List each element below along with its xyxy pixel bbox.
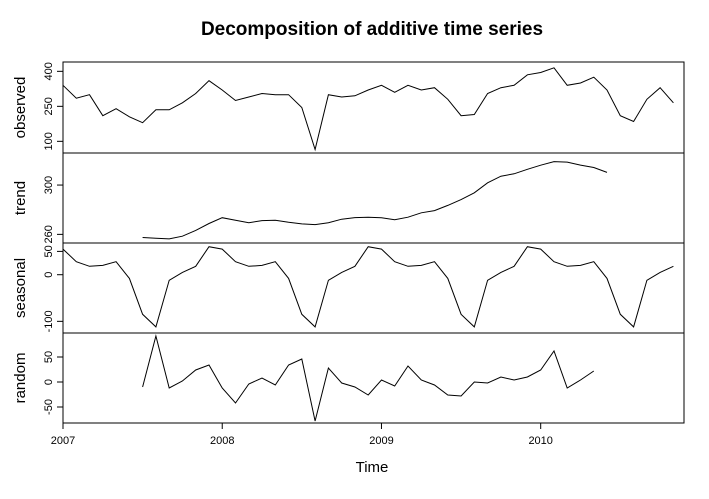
x-axis: 2007 2008 2009 2010 [51,423,553,447]
series-line-seasonal [62,246,674,328]
y-tick-label: -50 [43,399,55,415]
y-tick-label: 50 [43,351,55,363]
panel-frame [62,61,685,154]
panel-label-trend: trend [12,181,29,215]
x-tick-label: 2008 [210,435,234,447]
y-tick-label: 0 [43,379,55,385]
x-axis-label: Time [356,459,389,476]
x-tick-label: 2009 [369,435,393,447]
y-tick-label: 50 [43,245,55,257]
panel-frame [62,332,685,424]
panel-seasonal: -100 0 50 seasonal [12,242,685,334]
y-tick-label: 300 [43,176,55,194]
chart-title: Decomposition of additive time series [201,19,543,40]
series-line-trend [142,161,608,240]
y-tick-label: -100 [43,310,55,332]
y-tick-label: 0 [43,272,55,278]
series-line-random [142,334,595,422]
y-tick-label: 260 [43,225,55,243]
y-tick-label: 100 [43,132,55,150]
y-tick-label: 400 [43,62,55,80]
panel-observed: 100 250 400 observed [12,61,685,154]
y-tick-label: 250 [43,97,55,115]
x-tick-label: 2007 [51,435,75,447]
panel-label-observed: observed [12,77,29,139]
panel-frame [62,242,685,334]
panel-random: -50 0 50 random [12,332,685,424]
panel-label-seasonal: seasonal [12,258,29,318]
panel-label-random: random [12,353,29,404]
panels-layer: 100 250 400 observed 260 300 trend -100 0 50 seaso… [12,61,685,424]
x-tick-label: 2010 [528,435,552,447]
panel-trend: 260 300 trend [12,152,685,244]
series-line-observed [62,67,674,152]
